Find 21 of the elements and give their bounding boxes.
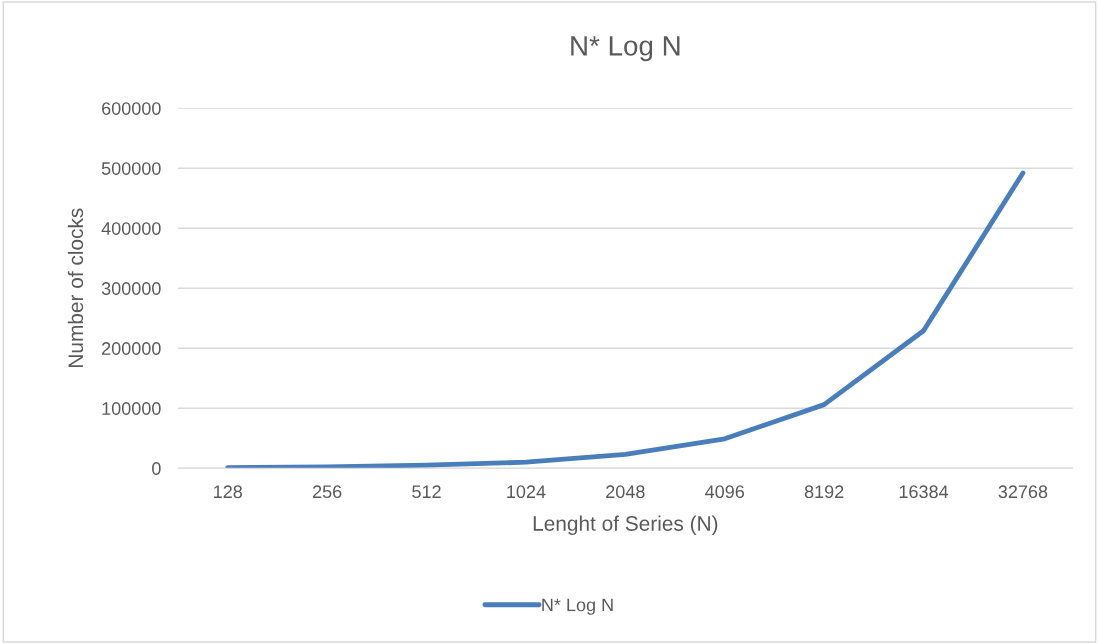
line-series bbox=[225, 170, 1026, 469]
x-tick-label: 2048 bbox=[606, 485, 645, 499]
x-tick-label: 512 bbox=[412, 485, 441, 499]
y-tick-label: 600000 bbox=[102, 102, 161, 115]
x-tick-label: 8192 bbox=[804, 485, 844, 499]
legend-label: N* Log N bbox=[542, 598, 613, 615]
y-tick-label: 500000 bbox=[101, 162, 161, 175]
x-tick-label: 32768 bbox=[998, 485, 1048, 499]
x-axis-title: Lenght of Series (N) bbox=[533, 515, 718, 535]
y-tick-label: 0 bbox=[152, 462, 161, 475]
y-tick-label: 200000 bbox=[102, 342, 161, 355]
x-tick-label: 16384 bbox=[899, 485, 949, 499]
x-tick-label: 256 bbox=[312, 485, 342, 499]
y-axis-title: Number of clocks bbox=[67, 208, 84, 367]
x-tick-label: 1024 bbox=[507, 485, 546, 499]
y-tick-label: 400000 bbox=[101, 222, 161, 235]
y-tick-label: 100000 bbox=[102, 402, 161, 415]
x-tick-label: 4096 bbox=[705, 485, 745, 499]
y-tick-label: 300000 bbox=[101, 282, 161, 295]
chart-title: N* Log N bbox=[571, 36, 680, 62]
x-tick-label: 128 bbox=[214, 485, 243, 499]
